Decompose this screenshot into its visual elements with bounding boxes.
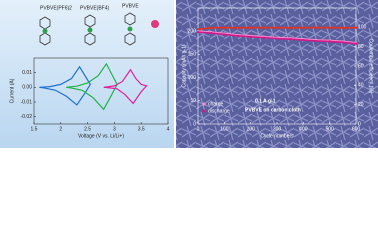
y2-tick-label: 0 xyxy=(358,121,361,127)
data-point xyxy=(289,26,292,29)
x-tick-label: 200 xyxy=(246,126,255,132)
annotation: PVBVE(PF6)2 xyxy=(40,5,72,11)
y2-tick-label: 60 xyxy=(358,63,364,69)
molecules xyxy=(39,12,159,46)
x-tick-label: 3.5 xyxy=(138,126,145,132)
data-point xyxy=(341,41,344,44)
data-point xyxy=(249,26,252,29)
x-tick-label: 4 xyxy=(167,126,170,132)
data-point xyxy=(236,26,239,29)
data-point xyxy=(315,39,318,43)
data-point xyxy=(196,28,200,31)
x-tick-label: 400 xyxy=(299,126,308,132)
data-point xyxy=(210,26,213,29)
y-tick-label: 0.00 xyxy=(22,85,32,91)
data-point xyxy=(249,35,252,38)
data-point xyxy=(328,26,331,29)
annotation: PVBVE xyxy=(122,3,139,9)
y-tick-label: 0.01 xyxy=(22,70,32,76)
data-point xyxy=(289,37,292,41)
y2-tick-label: 100 xyxy=(358,25,367,31)
x-tick-label: 100 xyxy=(220,126,229,132)
data-point xyxy=(328,40,331,43)
data-point xyxy=(262,26,265,29)
figure: 1.5 2 2.5 3 3.5 4 -0.02 -0.01 0.00 0.01 Voltage (V… xyxy=(0,0,378,148)
y-tick-label: 100 xyxy=(188,75,197,81)
y2-tick-label: 80 xyxy=(358,44,364,50)
data-line xyxy=(103,68,148,105)
x-axis-label: Voltage (V vs. Li/Li+) xyxy=(78,133,124,139)
x-tick-label: 2 xyxy=(59,126,62,132)
y-tick-label: -0.02 xyxy=(21,114,33,120)
annotation: PVBVE(BF4) xyxy=(80,5,110,11)
data-point xyxy=(341,26,344,29)
data-point xyxy=(354,42,358,45)
data-point xyxy=(236,34,239,37)
y2-tick-label: 40 xyxy=(358,83,364,89)
data-point xyxy=(223,33,226,36)
data-line xyxy=(39,65,91,106)
data-point xyxy=(223,26,226,29)
y-tick-label: 50 xyxy=(190,98,196,104)
x-tick-label: 3 xyxy=(113,126,116,132)
data-point xyxy=(196,31,200,34)
x-axis-label: Cycle numbers xyxy=(260,133,294,139)
x-tick-label: 300 xyxy=(273,126,282,132)
left-panel xyxy=(0,0,174,148)
y-tick-label: 0 xyxy=(193,121,196,127)
data-point xyxy=(275,26,279,29)
data-point xyxy=(302,38,305,42)
data-point xyxy=(210,31,213,35)
legend-marker xyxy=(202,109,206,113)
data-point xyxy=(262,36,265,39)
data-point xyxy=(354,26,358,29)
y-tick-label: -0.01 xyxy=(21,99,33,105)
data-point xyxy=(275,37,279,40)
x-tick-label: 500 xyxy=(325,126,334,132)
y-axis-label: Current (A) xyxy=(9,78,15,103)
legend-label: discharge xyxy=(208,108,230,114)
y-axis-label: Capacity (mAh g-1) xyxy=(181,44,187,87)
legend-label: charge xyxy=(208,101,224,107)
y2-axis-label: Coulombic efficiency (%) xyxy=(368,39,374,94)
x-tick-label: 2.5 xyxy=(84,126,91,132)
plot-frame xyxy=(33,57,169,125)
x-tick-label: 1.5 xyxy=(31,126,38,132)
data-point xyxy=(302,26,305,29)
data-point xyxy=(315,26,318,29)
legend-marker xyxy=(202,102,206,106)
y-tick-label: 150 xyxy=(188,52,197,58)
x-tick-label: 0 xyxy=(197,126,200,132)
y2-tick-label: 20 xyxy=(358,102,364,108)
x-tick-label: 600 xyxy=(352,126,361,132)
annotation: 0.1 A g-1 xyxy=(255,98,276,104)
annotation: PVBVE on carbon cloth xyxy=(245,107,301,113)
y-tick-label: 200 xyxy=(188,29,197,35)
